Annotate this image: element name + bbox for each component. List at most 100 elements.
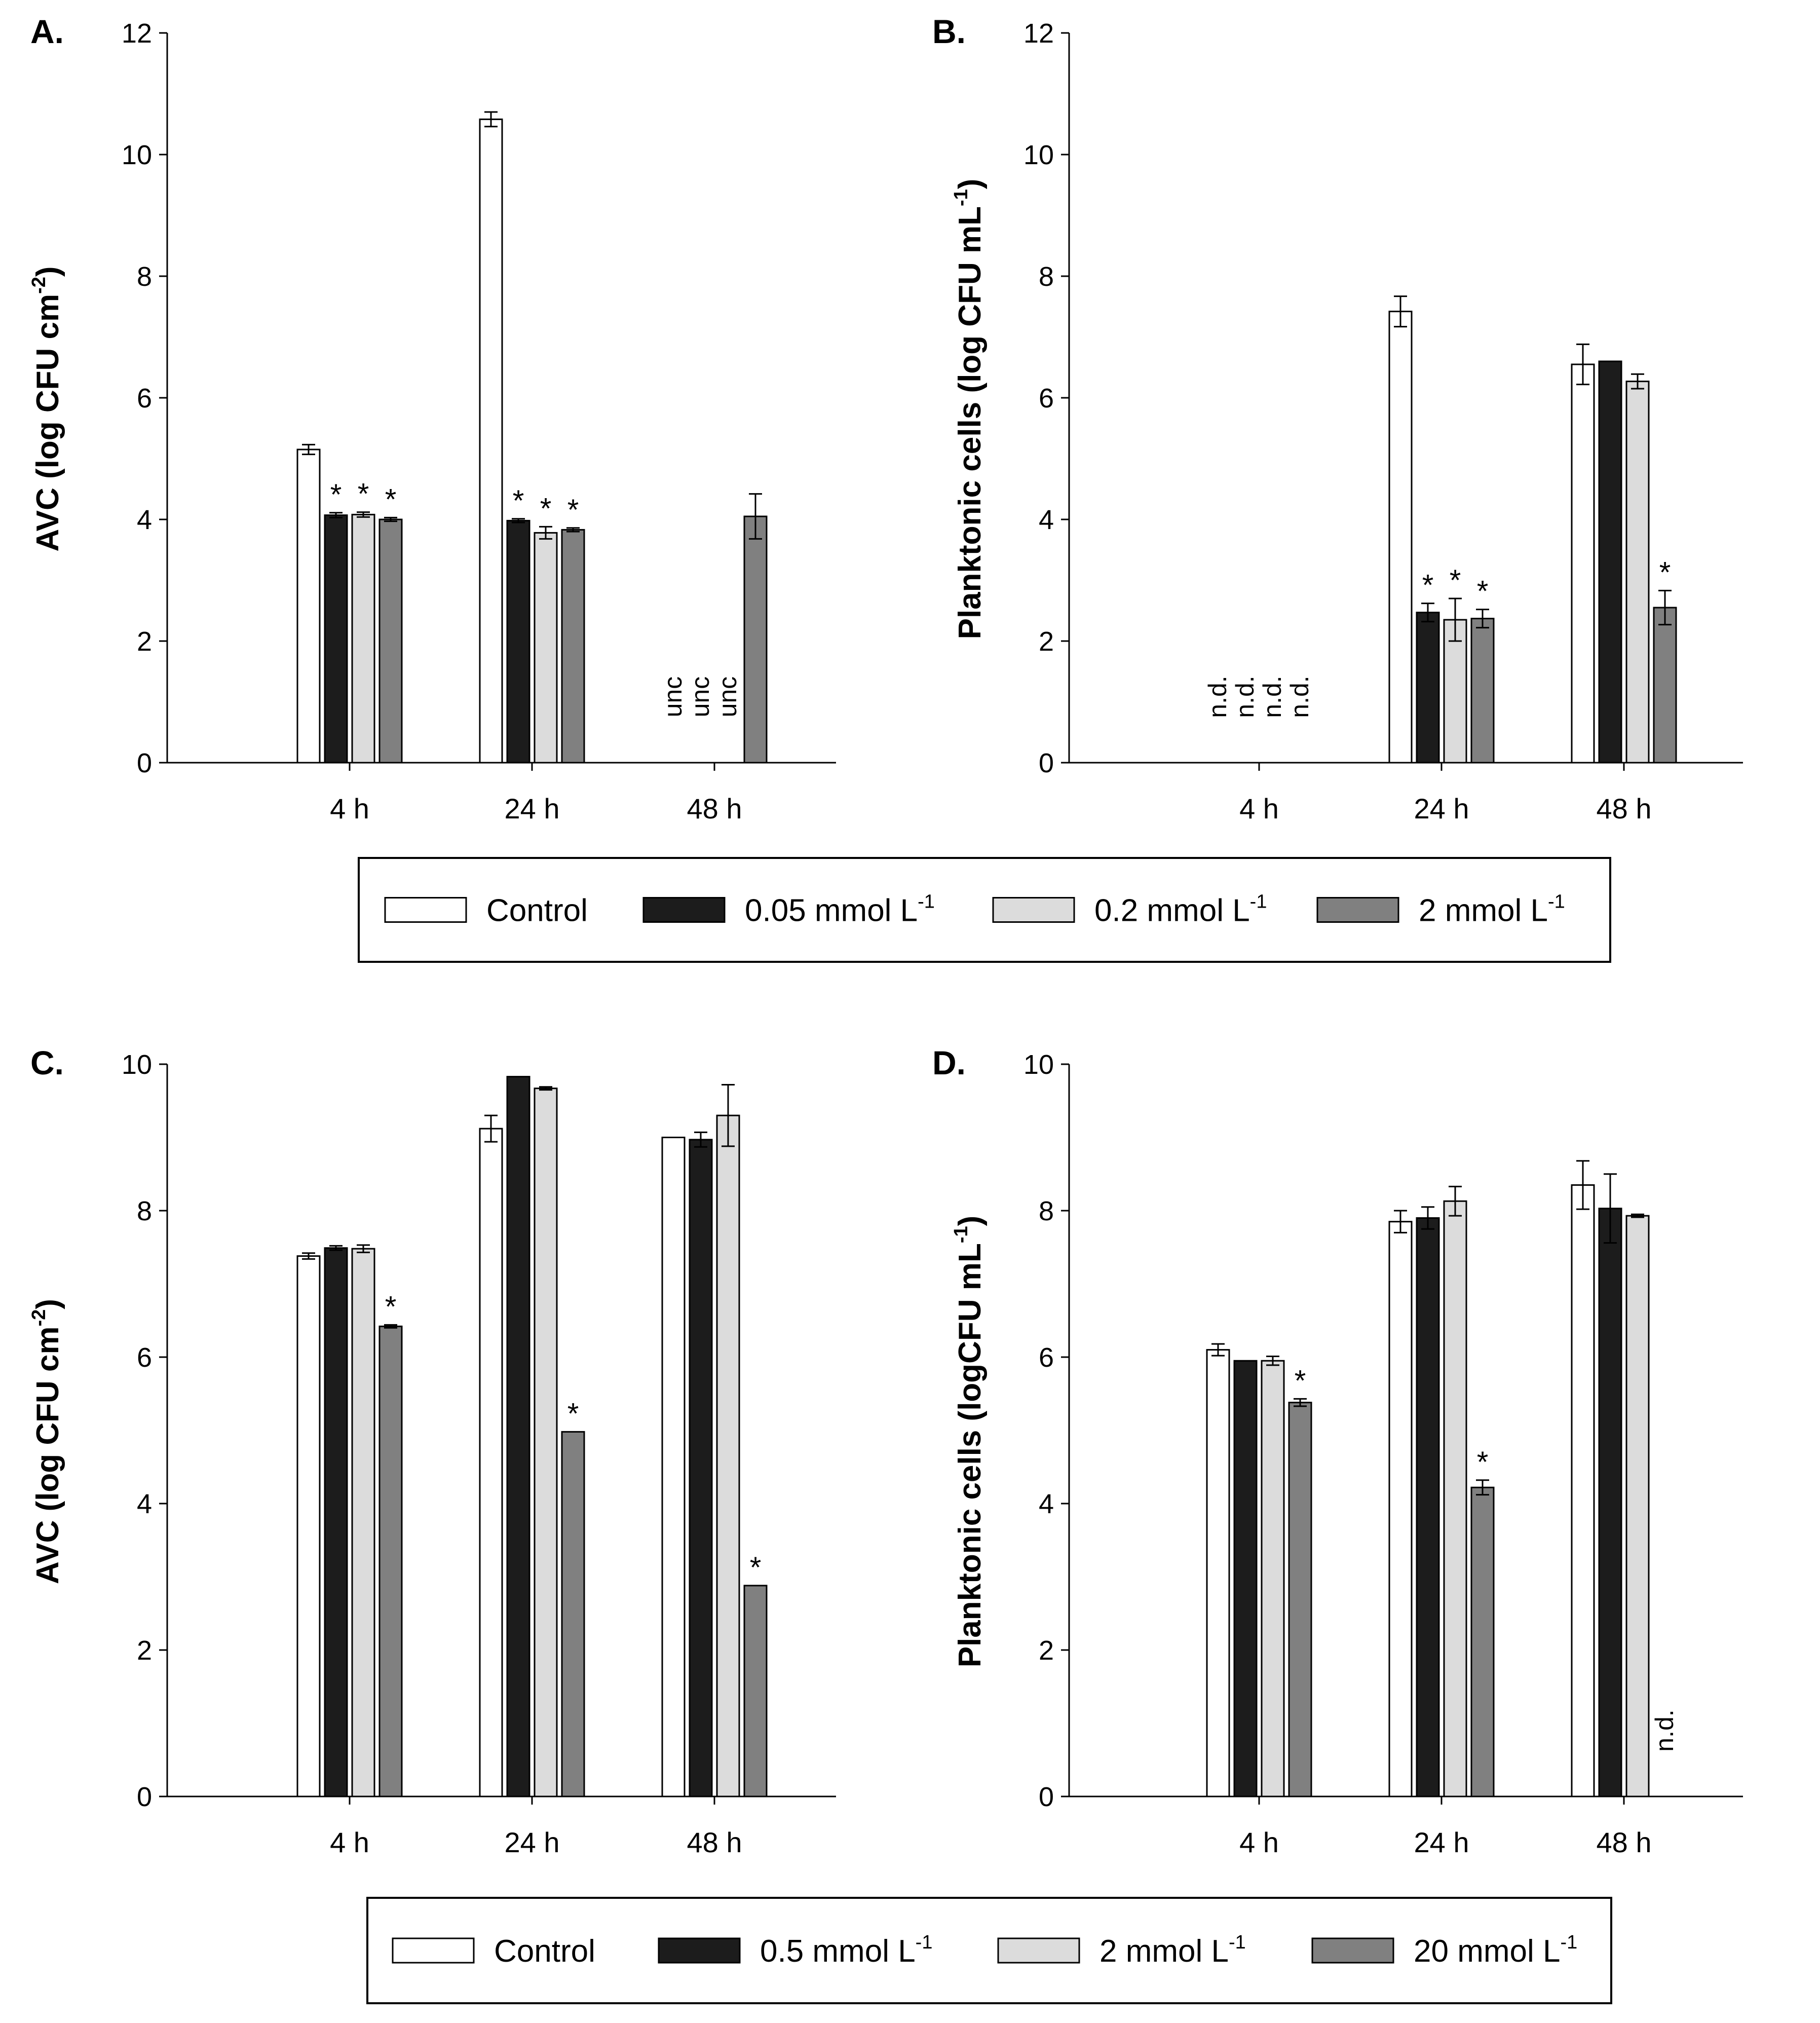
panel-b: 0 2 4 6 8 10 12 4 h 24 h 48 h B. Planktonic cells (… (932, 13, 1743, 825)
bar (561, 529, 585, 764)
annotation-label: n.d. (1650, 1709, 1679, 1751)
bar (1571, 363, 1595, 764)
y-axis-title-text: Planktonic cells (log CFU mL (953, 206, 988, 639)
legend-label-superscript: -1 (1250, 891, 1267, 913)
significance-star: * (513, 484, 524, 517)
significance-star: * (1422, 569, 1434, 602)
y-tick-label: 4 (1039, 1489, 1054, 1519)
legend-label: 0.2 mmol L-1 (1094, 891, 1267, 928)
y-tick-label: 8 (137, 1196, 152, 1226)
legend-label-superscript: -1 (918, 891, 935, 913)
legend-label-text: 2 mmol L (1419, 893, 1548, 928)
significance-star: * (567, 494, 579, 527)
significance-star: * (540, 492, 552, 525)
y-axis-title-end: ) (30, 266, 65, 277)
bar (296, 448, 321, 764)
panel-a: 0 2 4 6 8 10 12 4 h 24 h 48 h A. AVC (log CFU cm-2)… (28, 13, 836, 825)
x-tick-label: 24 h (1414, 793, 1469, 825)
y-tick-label: 8 (1039, 1196, 1054, 1226)
legend-label: 20 mmol L-1 (1414, 1932, 1577, 1969)
bar (561, 1431, 585, 1797)
legend-label-superscript: -1 (1560, 1932, 1577, 1953)
legend-swatch (1316, 897, 1399, 923)
significance-star: * (330, 478, 342, 511)
y-axis-title: Planktonic cells (log CFU mL-1) (951, 179, 988, 640)
legend-label: Control (486, 893, 588, 928)
legend-label-text: 0.05 mmol L (745, 893, 918, 928)
significance-star: * (385, 483, 397, 516)
y-axis-title-superscript: -1 (951, 1226, 972, 1243)
bar (1625, 381, 1650, 764)
legend-swatch (642, 897, 726, 923)
bar (1261, 1360, 1285, 1797)
y-tick-label: 6 (137, 1342, 152, 1373)
y-axis-title-superscript: -2 (28, 277, 50, 294)
x-tick-label: 4 h (1239, 1826, 1279, 1858)
legend-label-text: Control (494, 1934, 595, 1969)
y-tick-label: 12 (122, 18, 152, 49)
y-axis-title-end: ) (953, 1216, 988, 1226)
bar (378, 518, 403, 764)
y-tick-label: 0 (137, 748, 152, 778)
bar (1470, 1486, 1495, 1797)
y-tick-label: 10 (1023, 1050, 1054, 1080)
y-axis-title-text: AVC (log CFU cm (30, 1326, 65, 1584)
legend-label-text: 20 mmol L (1414, 1934, 1560, 1969)
bar (351, 1248, 375, 1797)
annotation-label: unc (659, 677, 687, 718)
bar (506, 1076, 530, 1797)
bar (1443, 1200, 1467, 1797)
legend-label: 2 mmol L-1 (1099, 1932, 1246, 1969)
significance-star: * (567, 1397, 579, 1430)
x-tick-label: 4 h (330, 793, 369, 825)
bar (534, 532, 558, 764)
legend-label: 0.5 mmol L-1 (760, 1932, 932, 1969)
bar (324, 1247, 348, 1797)
significance-star: * (1450, 564, 1461, 597)
y-tick-label: 8 (1039, 261, 1054, 292)
y-tick-label: 6 (1039, 1342, 1054, 1373)
bar (661, 1137, 686, 1797)
legend-label-superscript: -1 (1229, 1932, 1246, 1953)
legend-bottom: Control 0.5 mmol L-1 2 mmol L-1 20 mmol L-1 (366, 1897, 1612, 2004)
legend-label-superscript: -1 (916, 1932, 933, 1953)
y-tick-label: 6 (137, 383, 152, 414)
bar (716, 1114, 740, 1797)
y-tick-label: 0 (1039, 748, 1054, 778)
legend-label-text: 0.2 mmol L (1094, 893, 1250, 928)
y-tick-label: 12 (1023, 18, 1054, 49)
bar (1206, 1349, 1230, 1797)
y-axis-title-text: Planktonic cells (logCFU mL (953, 1243, 988, 1667)
significance-star: * (1477, 575, 1489, 608)
y-tick-label: 2 (1039, 1635, 1054, 1666)
x-tick-label: 48 h (1597, 793, 1652, 825)
legend-swatch (384, 897, 467, 923)
x-tick-label: 24 h (505, 793, 560, 825)
y-axis-title-end: ) (30, 1299, 65, 1309)
bar (1470, 618, 1495, 764)
bar (1388, 1221, 1413, 1797)
x-tick-label: 4 h (1239, 793, 1279, 825)
significance-star: * (358, 478, 369, 511)
x-tick-label: 48 h (1597, 1826, 1652, 1858)
bar (1571, 1184, 1595, 1797)
x-tick-label: 48 h (687, 1826, 742, 1858)
x-tick-label: 48 h (687, 793, 742, 825)
legend-box (358, 857, 1611, 963)
y-tick-label: 10 (122, 140, 152, 170)
legend-label-text: 0.5 mmol L (760, 1934, 916, 1969)
bar (479, 118, 503, 764)
bar (1653, 607, 1677, 764)
y-tick-label: 2 (137, 626, 152, 657)
annotation-label: n.d. (1231, 676, 1259, 718)
legend-swatch (1311, 1937, 1394, 1964)
x-tick-label: 24 h (1414, 1826, 1469, 1858)
significance-star: * (1295, 1364, 1306, 1397)
bar (1388, 311, 1413, 764)
y-tick-label: 6 (1039, 383, 1054, 414)
bar (479, 1128, 503, 1797)
legend-label: 2 mmol L-1 (1419, 891, 1565, 928)
y-tick-label: 2 (1039, 626, 1054, 657)
y-axis-title-text: AVC (log CFU cm (30, 294, 65, 552)
